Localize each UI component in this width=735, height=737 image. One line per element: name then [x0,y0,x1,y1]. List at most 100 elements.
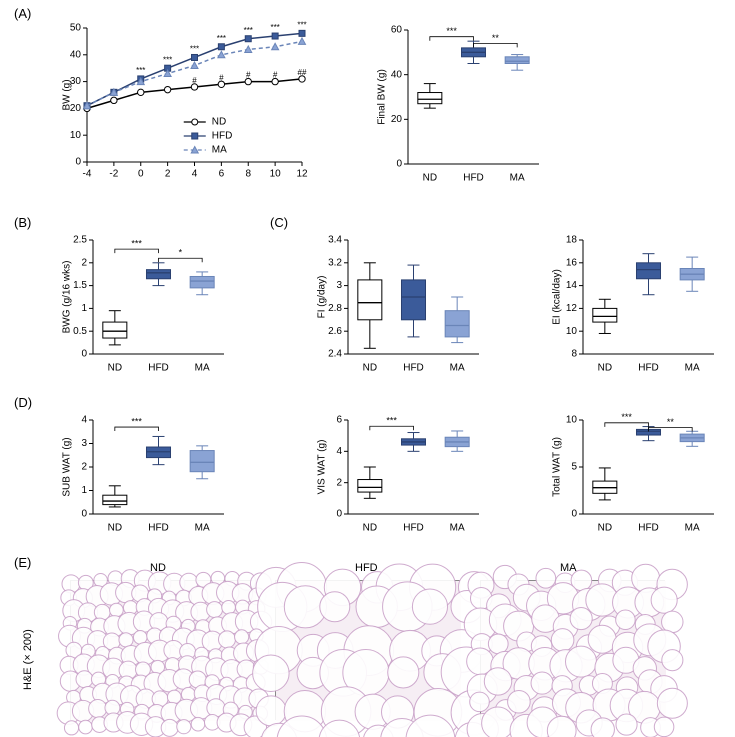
svg-text:ND: ND [363,363,377,374]
svg-text:Total WAT (g): Total WAT (g) [552,437,563,497]
he-image-ma [480,580,665,720]
svg-text:-4: -4 [83,169,92,180]
svg-text:0: 0 [336,509,342,520]
svg-text:#: # [273,71,278,80]
svg-text:ND: ND [363,523,377,534]
svg-text:***: *** [136,66,145,75]
svg-text:***: *** [163,55,172,64]
svg-text:2: 2 [165,169,171,180]
svg-text:**: ** [492,33,500,43]
svg-text:12: 12 [566,303,578,314]
svg-text:MA: MA [450,363,465,374]
svg-text:MA: MA [195,363,210,374]
svg-text:MA: MA [685,523,700,534]
svg-text:*: * [179,248,183,258]
svg-text:##: ## [298,68,307,77]
svg-text:0: 0 [138,169,144,180]
svg-text:***: *** [217,34,226,43]
svg-text:2.6: 2.6 [328,326,342,337]
svg-text:50: 50 [70,23,82,34]
svg-text:ND: ND [598,363,612,374]
svg-text:ND: ND [108,523,122,534]
svg-text:10: 10 [566,415,578,426]
svg-text:VIS WAT (g): VIS WAT (g) [317,440,328,495]
svg-text:3: 3 [81,438,87,449]
svg-text:ND: ND [212,117,226,128]
svg-text:2: 2 [336,477,342,488]
svg-text:#: # [246,71,251,80]
svg-text:MA: MA [685,363,700,374]
svg-text:3.2: 3.2 [328,257,342,268]
panel-d-vis-boxplot: 0246NDHFDMAVIS WAT (g)*** [310,410,485,540]
svg-text:4: 4 [192,169,198,180]
svg-text:MA: MA [510,173,525,184]
svg-text:18: 18 [566,235,578,246]
svg-text:EI (kcal/day): EI (kcal/day) [552,269,563,325]
svg-text:2.8: 2.8 [328,303,342,314]
svg-text:HFD: HFD [148,363,169,374]
svg-text:***: *** [244,26,253,35]
svg-text:ND: ND [598,523,612,534]
svg-text:0: 0 [396,159,402,170]
svg-text:3: 3 [336,280,342,291]
svg-text:HFD: HFD [212,131,233,142]
svg-text:**: ** [667,417,675,427]
panel-c-ei-boxplot: 81012141618NDHFDMAEI (kcal/day) [545,230,720,380]
svg-text:HFD: HFD [638,523,659,534]
panel-b-label: (B) [14,215,31,230]
panel-b-boxplot: 00.511.522.5NDHFDMABWG (g/16 wks)**** [55,230,230,380]
svg-text:10: 10 [270,169,282,180]
panel-d-label: (D) [14,395,32,410]
svg-text:5: 5 [571,462,577,473]
svg-text:40: 40 [70,49,82,60]
svg-text:***: *** [446,26,457,36]
svg-text:#: # [192,76,197,85]
he-title-ma: MA [560,562,577,574]
svg-text:16: 16 [566,257,578,268]
svg-text:60: 60 [391,25,403,36]
svg-text:HFD: HFD [463,173,484,184]
svg-text:4: 4 [81,415,87,426]
svg-text:***: *** [386,416,397,426]
panel-e-label: (E) [14,555,31,570]
svg-text:ND: ND [108,363,122,374]
svg-text:FI (g/day): FI (g/day) [317,276,328,319]
svg-text:***: *** [621,412,632,422]
panel-d-total-boxplot: 0510NDHFDMATotal WAT (g)***** [545,410,720,540]
panel-c-fi-boxplot: 2.42.62.833.23.4NDHFDMAFI (g/day) [310,230,485,380]
svg-text:10: 10 [566,326,578,337]
svg-text:2: 2 [81,257,87,268]
svg-text:0: 0 [571,509,577,520]
svg-text:MA: MA [450,523,465,534]
he-image-nd [70,580,255,720]
svg-text:MA: MA [195,523,210,534]
svg-text:1.5: 1.5 [73,280,87,291]
svg-text:#: # [219,73,224,82]
svg-text:SUB WAT (g): SUB WAT (g) [62,437,73,496]
svg-text:0: 0 [81,349,87,360]
svg-text:0: 0 [81,509,87,520]
svg-text:12: 12 [296,169,308,180]
svg-text:***: *** [297,20,306,29]
panel-a-label: (A) [14,6,31,21]
svg-text:HFD: HFD [403,363,424,374]
svg-text:8: 8 [245,169,251,180]
svg-text:***: *** [131,416,142,426]
svg-text:***: *** [270,23,279,32]
svg-text:40: 40 [391,69,403,80]
svg-text:14: 14 [566,280,578,291]
svg-text:2.4: 2.4 [328,349,342,360]
svg-text:10: 10 [70,130,82,141]
svg-text:4: 4 [336,446,342,457]
svg-text:BW (g): BW (g) [62,79,73,110]
svg-text:HFD: HFD [638,363,659,374]
svg-text:6: 6 [336,415,342,426]
svg-text:20: 20 [391,114,403,125]
svg-text:2.5: 2.5 [73,235,87,246]
svg-text:0: 0 [75,157,81,168]
panel-a-boxplot: 0204060NDHFDMAFinal BW (g)***** [370,20,545,190]
svg-text:Final BW (g): Final BW (g) [377,69,388,125]
svg-text:MA: MA [212,145,227,156]
svg-text:-2: -2 [109,169,118,180]
svg-text:HFD: HFD [148,523,169,534]
